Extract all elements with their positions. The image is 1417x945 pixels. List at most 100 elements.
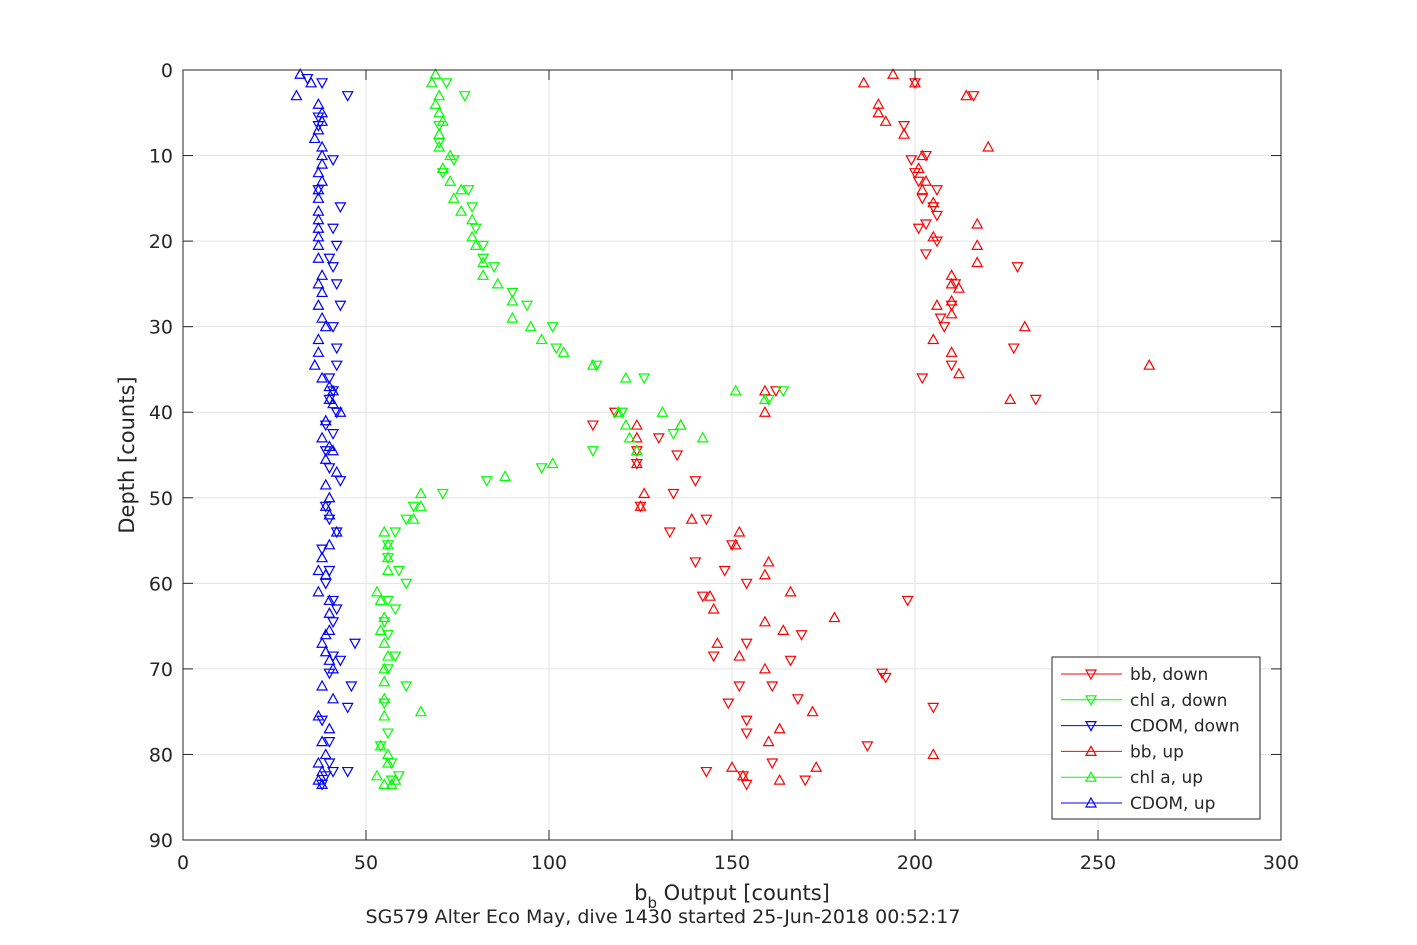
data-point — [440, 78, 453, 90]
data-point — [374, 594, 387, 606]
legend-marker — [1084, 720, 1098, 732]
data-point — [546, 457, 559, 469]
data-point — [334, 405, 347, 417]
data-point — [334, 655, 347, 667]
x-axis-label: bb Output [counts] — [634, 881, 830, 912]
data-point — [667, 488, 680, 500]
data-point — [945, 294, 958, 306]
data-point — [945, 346, 958, 357]
data-point — [400, 514, 413, 526]
data-point — [425, 76, 438, 88]
legend-marker — [1084, 770, 1098, 782]
data-point — [630, 457, 643, 469]
series-cdom-up — [290, 68, 347, 789]
data-point — [327, 155, 340, 167]
data-point — [312, 121, 325, 132]
data-point — [700, 514, 713, 526]
data-point — [466, 202, 479, 214]
data-point — [630, 431, 643, 443]
x-axis-label-main: b — [634, 881, 647, 905]
data-point — [535, 463, 548, 475]
data-point — [312, 346, 325, 357]
data-point — [327, 662, 340, 674]
data-point — [971, 256, 984, 268]
data-point — [608, 407, 621, 419]
data-point — [294, 68, 307, 79]
data-point — [766, 681, 779, 693]
data-point — [323, 373, 336, 385]
data-point — [477, 240, 490, 252]
series-bb-up — [630, 68, 1156, 785]
data-point — [323, 722, 336, 734]
data-point — [319, 414, 332, 426]
y-tick-label: 20 — [149, 231, 173, 253]
data-point — [718, 565, 731, 577]
y-tick-label: 40 — [149, 402, 173, 424]
data-point — [312, 773, 325, 785]
data-point — [429, 97, 442, 109]
data-point — [433, 89, 446, 101]
y-tick-label: 70 — [149, 659, 173, 681]
data-point — [433, 140, 446, 152]
x-tick-label: 50 — [354, 852, 378, 874]
data-point — [316, 715, 329, 727]
data-point — [341, 702, 354, 714]
data-point — [334, 202, 347, 214]
data-point — [586, 446, 599, 457]
data-point — [524, 320, 537, 332]
data-point — [323, 668, 336, 680]
chart-caption: SG579 Alter Eco May, dive 1430 started 2… — [366, 906, 961, 928]
data-point — [729, 538, 742, 550]
data-point — [455, 204, 468, 216]
data-point — [458, 91, 471, 102]
data-point — [945, 360, 958, 372]
y-tick-label: 80 — [149, 744, 173, 766]
data-point — [316, 636, 329, 648]
data-point — [927, 333, 940, 345]
data-point — [689, 476, 702, 487]
data-point — [982, 140, 995, 152]
data-point — [960, 89, 973, 101]
data-point — [916, 183, 929, 195]
data-point — [319, 771, 332, 783]
data-point — [316, 431, 329, 443]
data-point — [327, 692, 340, 704]
data-point — [323, 440, 336, 452]
data-point — [381, 564, 394, 576]
data-point — [433, 106, 446, 118]
data-point — [1011, 262, 1024, 274]
data-point — [330, 279, 343, 291]
data-point — [912, 162, 925, 173]
legend-label: CDOM, up — [1130, 794, 1215, 814]
data-point — [971, 217, 984, 229]
data-point — [663, 527, 676, 539]
data-point — [740, 578, 753, 590]
data-point — [685, 512, 698, 524]
data-point — [916, 149, 929, 161]
data-point — [488, 262, 501, 274]
data-point — [444, 174, 457, 186]
data-point — [414, 500, 427, 511]
data-point — [381, 595, 394, 607]
data-point — [810, 761, 823, 772]
data-point — [316, 765, 329, 777]
data-point — [908, 168, 922, 179]
data-point — [700, 766, 713, 778]
data-point — [319, 478, 332, 490]
data-point — [619, 418, 632, 430]
data-point — [758, 662, 771, 674]
y-axis-label: Depth [counts] — [115, 376, 139, 533]
x-tick-label: 300 — [1263, 852, 1299, 874]
data-point — [319, 568, 332, 580]
x-tick-label: 200 — [897, 852, 933, 874]
legend-label: CDOM, down — [1130, 717, 1240, 737]
data-point — [930, 299, 943, 310]
data-point — [308, 358, 321, 370]
data-point — [901, 595, 914, 607]
data-point — [334, 300, 347, 312]
data-point — [381, 649, 394, 661]
x-tick-label: 0 — [177, 852, 189, 874]
data-point — [370, 769, 383, 781]
data-point — [455, 183, 468, 195]
data-point — [327, 322, 340, 333]
